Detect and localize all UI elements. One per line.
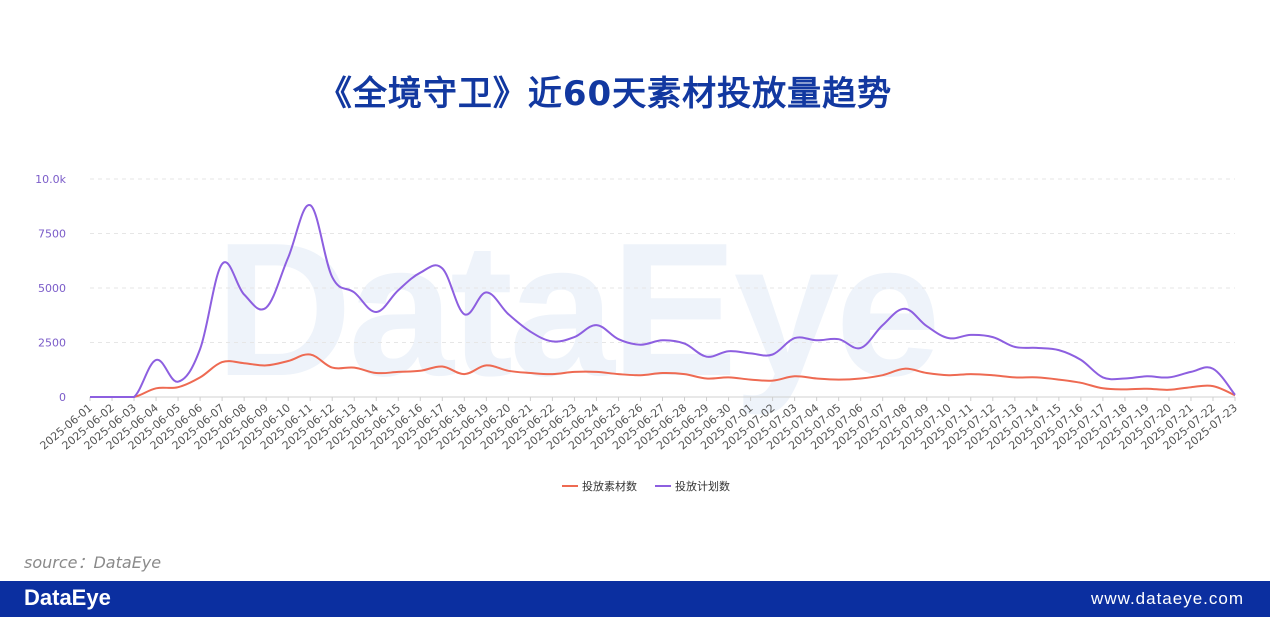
source-note: source：DataEye — [24, 553, 162, 572]
footer-bar: DataEye www.dataeye.com — [0, 581, 1270, 617]
y-tick-label: 0 — [59, 391, 66, 404]
series-line-2 — [90, 204, 1236, 398]
y-tick-label: 5000 — [38, 282, 66, 295]
legend-label[interactable]: 投放素材数 — [582, 479, 637, 493]
footer-url[interactable]: www.dataeye.com — [1091, 589, 1244, 608]
y-axis: 0 2500 5000 7500 10.0k — [35, 173, 66, 404]
y-tick-label: 7500 — [38, 228, 66, 241]
series-line-1 — [90, 353, 1236, 398]
x-axis: 2025-06-012025-06-022025-06-032025-06-04… — [38, 397, 1240, 452]
chart-title: 《全境守卫》近60天素材投放量趋势 — [317, 74, 893, 114]
line-chart: 0 2500 5000 7500 10.0k 2025-06-012025-06-022… — [35, 173, 1240, 493]
watermark: DataEye — [215, 204, 941, 416]
grid-lines — [90, 178, 1235, 398]
y-tick-label: 10.0k — [35, 173, 66, 186]
series-lines — [90, 204, 1236, 398]
y-tick-label: 2500 — [38, 337, 66, 350]
legend-label[interactable]: 投放计划数 — [675, 479, 730, 493]
legend: 投放素材数 投放计划数 — [562, 479, 730, 493]
footer-logo: DataEye — [24, 585, 111, 610]
